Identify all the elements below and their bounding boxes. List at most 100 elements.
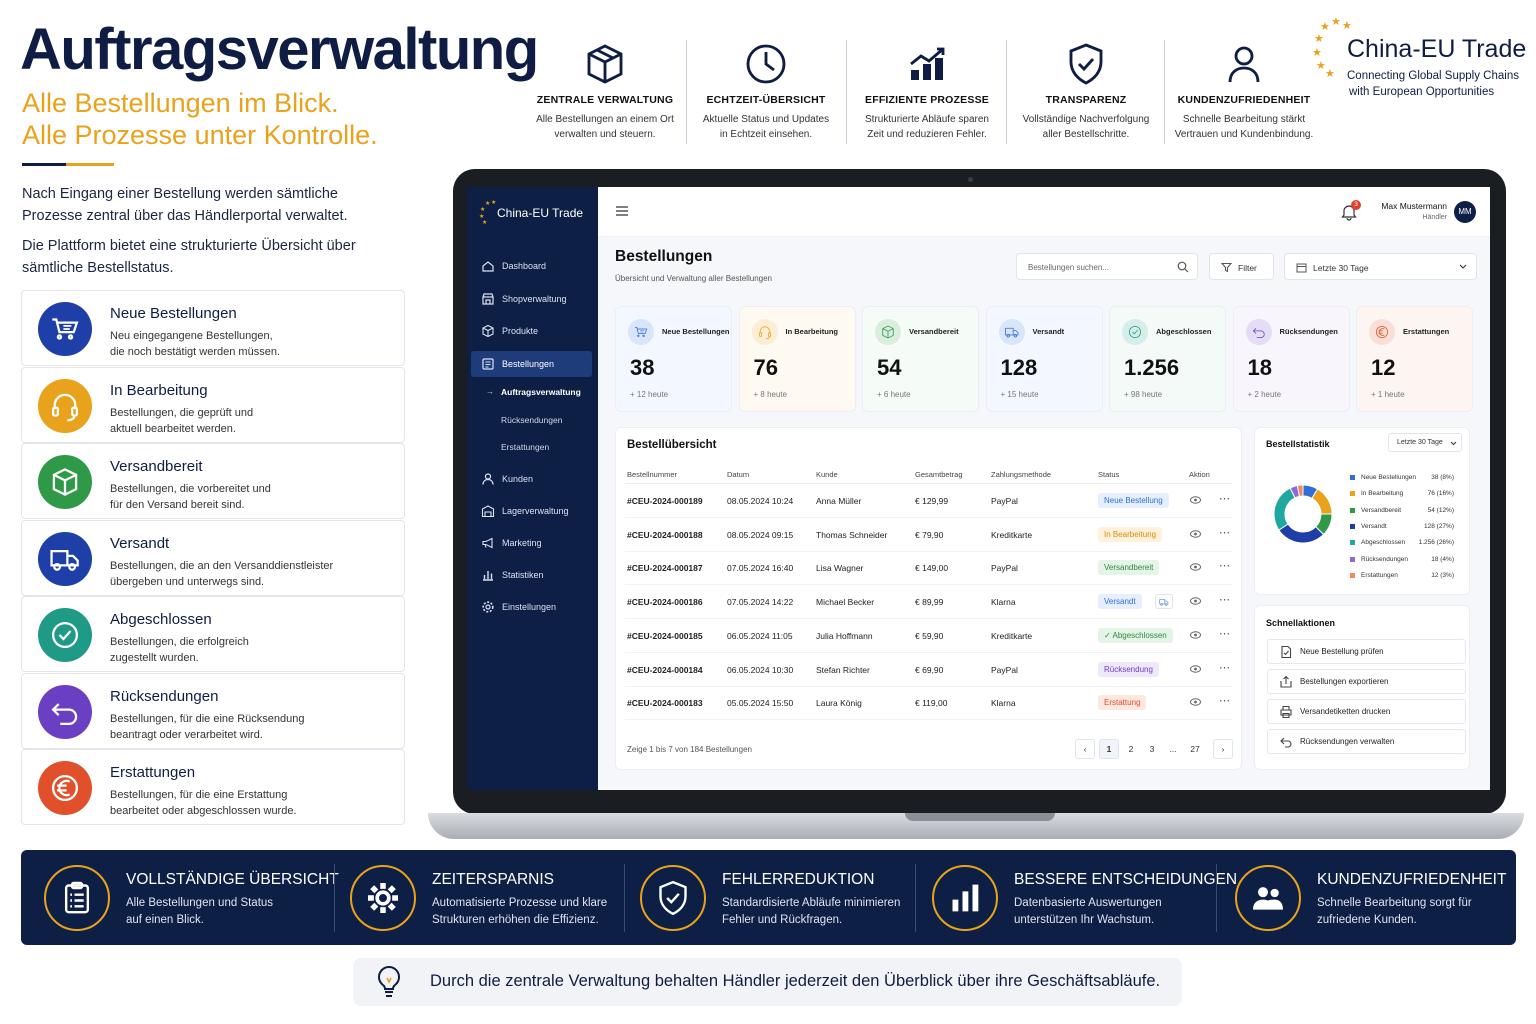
eye-icon[interactable] bbox=[1190, 529, 1201, 538]
cell-customer: Thomas Schneider bbox=[816, 529, 888, 540]
sidebar-item-label: Shopverwaltung bbox=[502, 294, 567, 304]
next-page-button[interactable]: › bbox=[1213, 739, 1233, 759]
page-button[interactable]: 2 bbox=[1128, 744, 1134, 754]
sidebar-item-lagerverwaltung[interactable]: Lagerverwaltung bbox=[471, 498, 592, 524]
kpi-card[interactable]: Versandbereit 54 + 6 heute bbox=[862, 306, 979, 412]
cell-date: 06.05.2024 11:05 bbox=[727, 630, 793, 641]
sidebar-item-label: Produkte bbox=[502, 326, 539, 336]
menu-icon[interactable] bbox=[615, 205, 629, 217]
sidebar-item-marketing[interactable]: Marketing bbox=[471, 530, 592, 556]
export-icon bbox=[1279, 675, 1293, 689]
sidebar-item-label: Einstellungen bbox=[502, 602, 557, 612]
kpi-card[interactable]: Neue Bestellungen 38 + 12 heute bbox=[615, 306, 732, 412]
cell-payment: PayPal bbox=[991, 496, 1018, 506]
sidebar-item-kunden[interactable]: Kunden bbox=[471, 466, 592, 492]
svg-text:★: ★ bbox=[479, 213, 484, 220]
more-options-icon[interactable]: ⋯ bbox=[1219, 661, 1230, 674]
quick-action-button[interactable]: Bestellungen exportieren bbox=[1267, 669, 1466, 694]
table-row[interactable] bbox=[625, 623, 1232, 653]
cell-customer: Julia Hoffmann bbox=[816, 630, 873, 641]
legend-value: 54 (12%) bbox=[1427, 506, 1454, 514]
legend-swatch bbox=[1350, 475, 1355, 480]
eye-icon[interactable] bbox=[1190, 631, 1201, 639]
sidebar-item-label: Bestellungen bbox=[502, 359, 555, 369]
date-range-select[interactable]: Letzte 30 Tage bbox=[1284, 253, 1477, 280]
kpi-card[interactable]: Rücksendungen 18 + 2 heute bbox=[1232, 306, 1350, 412]
sidebar-item-produkte[interactable]: Produkte bbox=[471, 318, 592, 344]
eye-icon[interactable] bbox=[1190, 698, 1201, 706]
filter-button[interactable]: Filter bbox=[1209, 253, 1274, 280]
table-row[interactable] bbox=[625, 522, 1232, 552]
status-badge: Rücksendung bbox=[1098, 661, 1159, 677]
cell-id: #CEU-2024-000184 bbox=[627, 664, 703, 675]
kpi-delta: + 15 heute bbox=[1000, 390, 1039, 399]
gear-icon bbox=[350, 865, 416, 931]
table-row[interactable] bbox=[625, 589, 1232, 620]
more-options-icon[interactable]: ⋯ bbox=[1219, 493, 1230, 505]
kpi-card[interactable]: Abgeschlossen 1.256 + 98 heute bbox=[1109, 306, 1226, 412]
stars-logo-icon: ★ ★ ★ ★ ★ ★ ★ bbox=[1312, 16, 1352, 78]
kpi-card[interactable]: Erstattungen 12 + 1 heute bbox=[1356, 306, 1473, 412]
more-options-icon[interactable]: ⋯ bbox=[1219, 560, 1230, 573]
store-icon bbox=[481, 292, 502, 306]
legend-swatch bbox=[1350, 540, 1355, 546]
accent-rule bbox=[22, 163, 114, 166]
status-title: Erstattungen bbox=[110, 764, 196, 781]
legend-label: Abgeschlossen bbox=[1361, 539, 1406, 547]
eye-icon[interactable] bbox=[1190, 664, 1201, 673]
page-button[interactable]: 27 bbox=[1190, 744, 1200, 754]
donut-slice bbox=[1273, 487, 1296, 531]
sidebar-subitem[interactable]: Rücksendungen bbox=[501, 415, 563, 425]
arrow-icon: → bbox=[486, 387, 494, 396]
more-options-icon[interactable]: ⋯ bbox=[1219, 627, 1230, 640]
status-desc: Bestellungen, die geprüft und aktuell be… bbox=[110, 406, 254, 435]
table-row[interactable] bbox=[625, 555, 1232, 586]
quick-action-button[interactable]: Neue Bestellung prüfen bbox=[1267, 639, 1466, 664]
sidebar-item-einstellungen[interactable]: Einstellungen bbox=[471, 594, 592, 620]
quick-action-label: Bestellungen exportieren bbox=[1300, 677, 1389, 686]
more-options-icon[interactable]: ⋯ bbox=[1219, 526, 1230, 539]
content-title: Bestellungen bbox=[615, 248, 713, 265]
quick-action-label: Versandetiketten drucken bbox=[1300, 707, 1391, 716]
kpi-card[interactable]: Versandt 128 + 15 heute bbox=[985, 306, 1103, 412]
kpi-value: 18 bbox=[1247, 355, 1272, 380]
truck-icon[interactable] bbox=[1155, 594, 1173, 610]
more-options-icon[interactable]: ⋯ bbox=[1219, 695, 1230, 708]
sidebar-subitem[interactable]: Auftragsverwaltung bbox=[501, 387, 581, 397]
sidebar-item-shopverwaltung[interactable]: Shopverwaltung bbox=[471, 286, 592, 312]
status-desc: Bestellungen, die erfolgreich zugestellt… bbox=[110, 636, 249, 664]
status-card: Versandt Bestellungen, die an den Versand… bbox=[21, 519, 405, 596]
filter-icon bbox=[1221, 262, 1232, 273]
avatar[interactable]: MM bbox=[1454, 201, 1476, 223]
page-button[interactable]: 3 bbox=[1149, 744, 1155, 754]
sidebar-subitem[interactable]: Erstattungen bbox=[501, 442, 550, 452]
more-options-icon[interactable]: ⋯ bbox=[1219, 594, 1230, 607]
table-row[interactable] bbox=[625, 488, 1232, 518]
column-header: Aktion bbox=[1189, 470, 1210, 479]
status-badge: ✓ Abgeschlossen bbox=[1098, 627, 1173, 643]
benefit-item: ZEITERSPARNIS Automatisierte Prozesse und… bbox=[350, 850, 620, 945]
quick-action-button[interactable]: Rücksendungen verwalten bbox=[1267, 729, 1466, 754]
megaphone-icon bbox=[481, 536, 502, 550]
sidebar-item-statistiken[interactable]: Statistiken bbox=[471, 562, 592, 588]
search-input[interactable]: Bestellungen suchen... bbox=[1016, 253, 1198, 280]
eye-icon[interactable] bbox=[1190, 563, 1201, 572]
eye-icon[interactable] bbox=[1190, 496, 1201, 504]
sidebar-item-bestellungen[interactable]: Bestellungen bbox=[471, 351, 592, 377]
legend-value: 1.256 (26%) bbox=[1418, 539, 1454, 547]
sidebar-item-label: Kunden bbox=[502, 474, 534, 484]
cell-customer: Stefan Richter bbox=[816, 664, 870, 675]
kpi-card[interactable]: In Bearbeitung 76 + 8 heute bbox=[738, 306, 856, 412]
quick-action-button[interactable]: Versandetiketten drucken bbox=[1267, 699, 1466, 724]
page-button[interactable]: 1 bbox=[1099, 739, 1119, 759]
feature-desc: Vollständige Nachverfolgung aller Bestel… bbox=[1022, 114, 1150, 140]
prev-page-button[interactable]: ‹ bbox=[1075, 739, 1095, 759]
sidebar-item-dashboard[interactable]: Dashboard bbox=[471, 253, 592, 279]
feature-2: ECHTZEIT-ÜBERSICHT Aktuelle Status und Up… bbox=[686, 40, 846, 150]
legend-label: Rücksendungen bbox=[1361, 555, 1408, 563]
cell-id: #CEU-2024-000186 bbox=[627, 597, 703, 608]
table-row[interactable] bbox=[625, 690, 1232, 721]
table-row[interactable] bbox=[625, 657, 1232, 687]
eye-icon[interactable] bbox=[1190, 597, 1201, 605]
stats-range-select[interactable]: Letzte 30 Tage bbox=[1388, 433, 1462, 452]
